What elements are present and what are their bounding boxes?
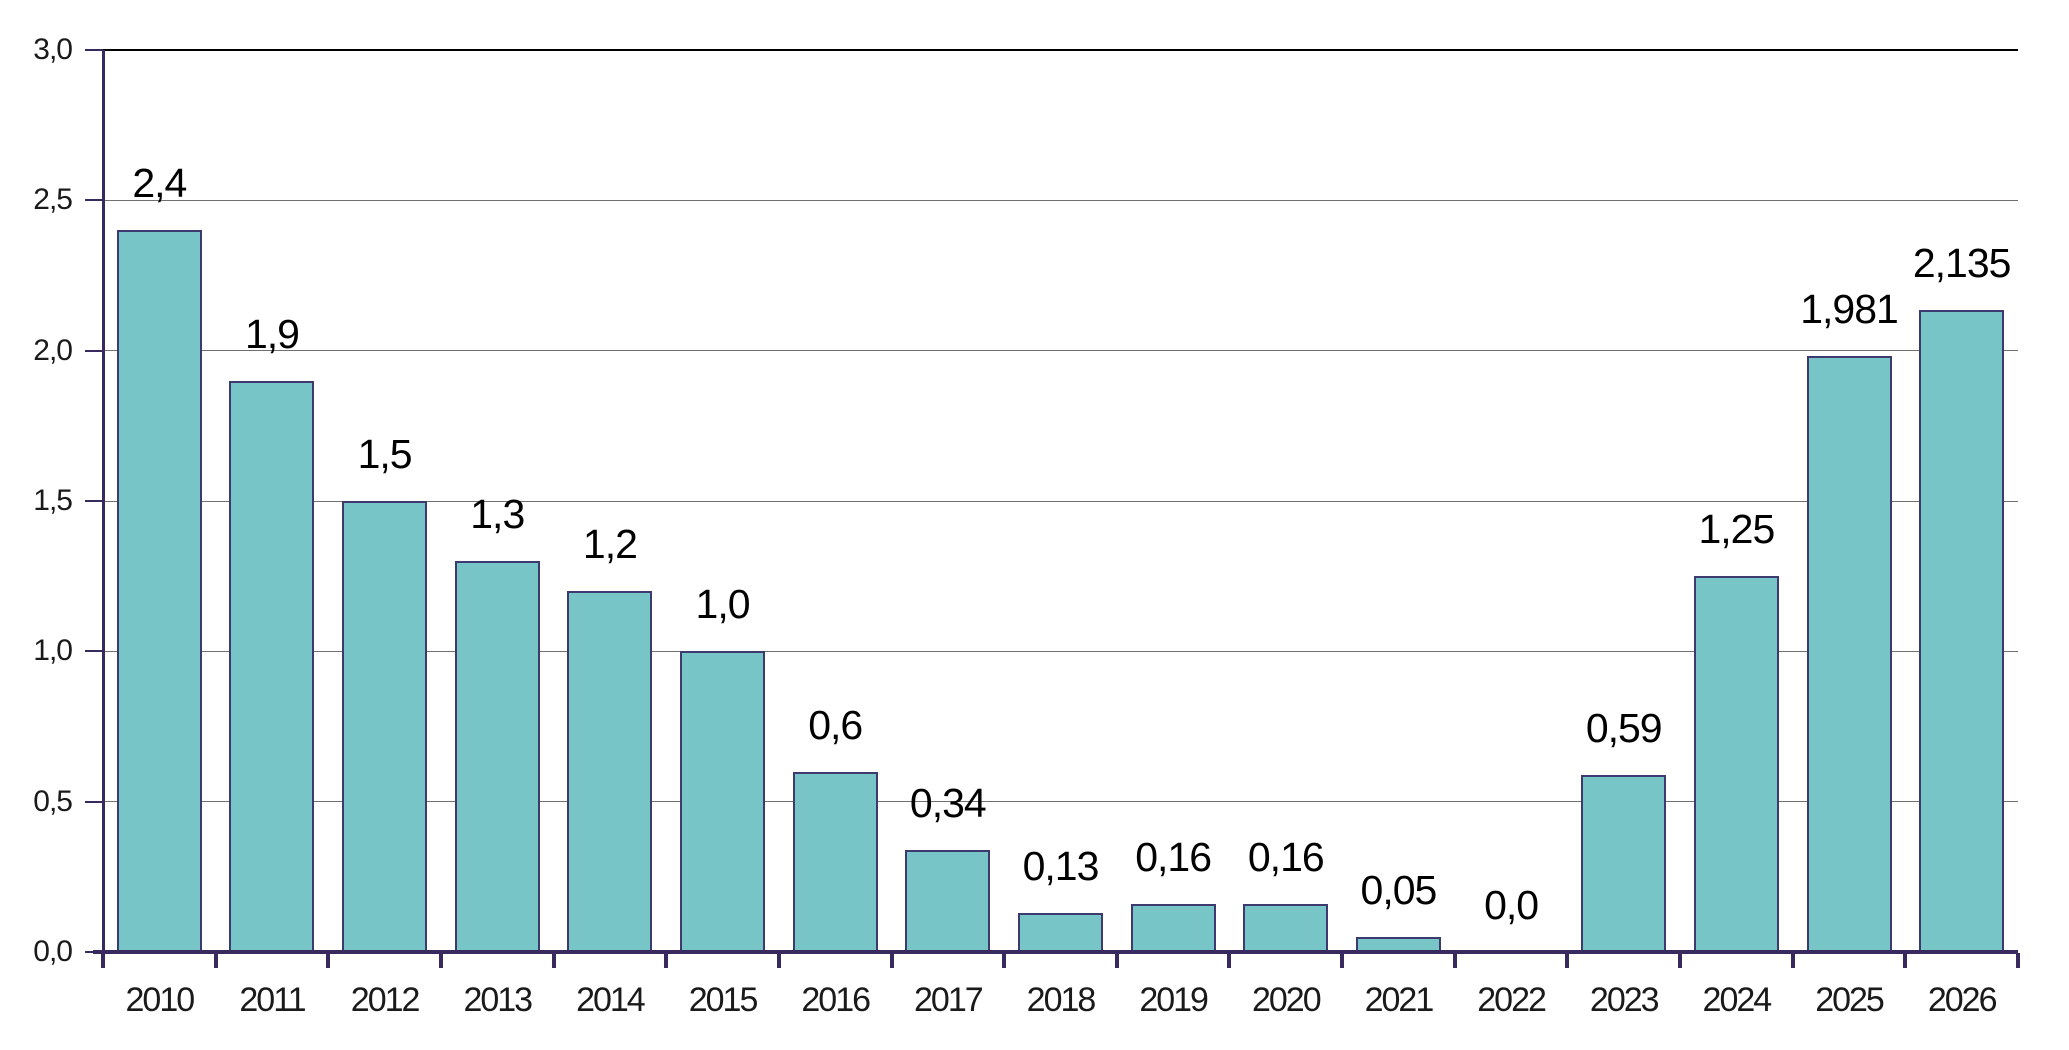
bar-value-label: 2,135	[1912, 240, 2012, 287]
bar-value-label: 1,25	[1698, 506, 1775, 553]
y-axis-label: 0,5	[33, 784, 73, 818]
bar	[567, 591, 653, 952]
y-axis-tick	[85, 349, 103, 352]
x-axis-tick	[664, 953, 669, 968]
y-axis-label: 1,0	[33, 634, 73, 668]
x-axis-tick	[1565, 953, 1570, 968]
bar-value-label: 1,9	[244, 310, 300, 357]
bar-value-label: 1,3	[470, 491, 525, 538]
x-axis-tick	[1903, 953, 1908, 968]
x-axis-label: 2025	[1815, 981, 1885, 1019]
y-axis-label: 2,0	[33, 333, 73, 367]
x-axis-label: 2011	[239, 981, 306, 1019]
x-axis-label: 2022	[1477, 981, 1547, 1019]
y-axis-line	[101, 50, 105, 952]
bar-value-label: 1,0	[695, 581, 751, 628]
x-axis-label: 2026	[1927, 981, 1998, 1019]
y-axis-tick	[85, 49, 103, 51]
bar	[1018, 912, 1103, 952]
bar	[1243, 903, 1329, 952]
bar	[342, 501, 428, 952]
x-axis-label: 2020	[1251, 981, 1322, 1019]
gridline	[103, 49, 2018, 51]
bar-value-label: 0,13	[1022, 842, 1100, 889]
gridline	[103, 350, 2018, 352]
gridline	[103, 500, 2018, 502]
x-axis-tick	[1790, 953, 1795, 968]
y-axis-label: 3,0	[33, 33, 73, 66]
bar-value-label: 0,16	[1135, 833, 1212, 880]
x-axis-label: 2024	[1702, 981, 1773, 1019]
gridline	[103, 650, 2018, 652]
bar	[1130, 903, 1216, 952]
x-axis-tick	[551, 953, 556, 968]
bar	[1806, 356, 1892, 952]
bar	[1581, 774, 1667, 952]
x-axis-tick	[438, 953, 443, 968]
bar-value-label: 1,5	[357, 431, 413, 477]
x-axis-label: 2017	[914, 981, 984, 1019]
x-axis-label: 2013	[463, 981, 533, 1019]
bar	[792, 771, 878, 952]
bar	[1919, 310, 2005, 952]
x-axis-tick	[1340, 953, 1345, 968]
x-axis-tick	[889, 953, 894, 968]
x-axis-label: 2023	[1589, 981, 1660, 1019]
x-axis-label: 2021	[1364, 981, 1435, 1019]
x-axis-label: 2014	[576, 981, 646, 1019]
bar	[680, 651, 766, 952]
x-axis-label: 2015	[688, 981, 759, 1019]
x-axis-tick	[776, 953, 781, 968]
bar-value-label: 0,0	[1484, 882, 1539, 928]
bar	[229, 380, 315, 952]
x-axis-label: 2019	[1139, 981, 1209, 1019]
gridline	[103, 801, 2018, 803]
x-axis-tick	[1002, 953, 1007, 968]
bar	[116, 230, 202, 952]
x-axis-tick	[101, 953, 105, 968]
x-axis-tick	[213, 953, 218, 968]
x-axis-label: 2012	[350, 981, 421, 1019]
x-axis-label: 2018	[1026, 981, 1097, 1019]
y-axis-tick	[85, 500, 103, 502]
bar-value-label: 0,05	[1360, 866, 1438, 913]
bar	[1693, 576, 1779, 952]
y-axis-tick	[85, 650, 103, 653]
x-axis-label: 2016	[801, 981, 871, 1019]
y-axis-tick	[85, 800, 103, 803]
y-axis-tick	[85, 199, 103, 202]
x-axis-tick	[1452, 953, 1457, 968]
bar-value-label: 0,16	[1247, 833, 1325, 880]
x-axis-line	[93, 950, 2018, 954]
x-axis-tick	[1227, 953, 1232, 968]
bar-value-label: 2,4	[132, 160, 187, 207]
bar-value-label: 0,59	[1585, 704, 1663, 751]
x-axis-tick	[326, 953, 331, 968]
y-axis-label: 1,5	[33, 484, 73, 517]
y-axis-label: 2,5	[33, 183, 73, 217]
bar	[905, 849, 991, 952]
gridline	[103, 199, 2018, 201]
bar	[454, 561, 540, 952]
bar-value-label: 1,2	[582, 521, 638, 568]
y-axis-label: 0,0	[33, 935, 73, 968]
x-axis-tick	[1678, 953, 1683, 968]
bar-value-label: 1,981	[1800, 286, 1899, 333]
bar-value-label: 0,34	[909, 779, 987, 826]
bar-value-label: 0,6	[808, 701, 863, 748]
x-axis-label: 2010	[125, 981, 196, 1019]
x-axis-tick	[1114, 953, 1119, 968]
x-axis-tick	[2016, 953, 2020, 968]
